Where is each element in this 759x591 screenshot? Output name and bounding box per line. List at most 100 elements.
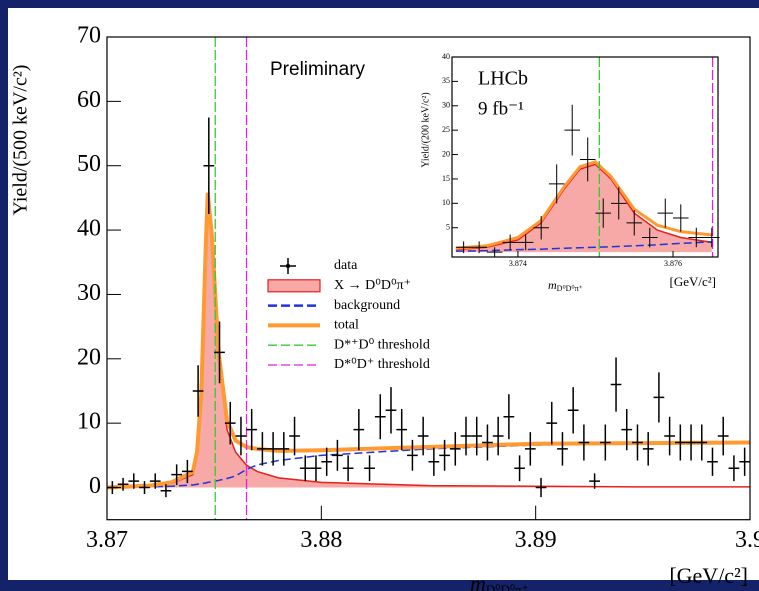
data-point (707, 447, 718, 476)
y-tick-label: 40 (77, 216, 101, 242)
data-point (321, 447, 333, 476)
data-point (278, 432, 290, 466)
data-point (503, 394, 515, 440)
x-tick-label: 3.88 (300, 527, 342, 553)
legend-symbol (267, 279, 321, 293)
fit-curve (107, 442, 750, 489)
data-point (673, 204, 689, 232)
inset-annotation: 9 fb⁻¹ (478, 98, 524, 119)
data-point (257, 432, 268, 466)
data-point (385, 387, 397, 434)
data-point (149, 473, 161, 489)
x-tick-label: 3.874 (509, 259, 527, 268)
data-point (299, 455, 311, 482)
y-axis-label: Yield/(500 keV/c²) (10, 65, 32, 216)
data-point (428, 447, 440, 476)
inset-x-axis-label: mD⁰D⁰π⁺ (548, 278, 583, 293)
y-tick-label: 30 (442, 101, 450, 110)
data-point (374, 394, 386, 440)
data-point (546, 401, 558, 445)
data-point (739, 447, 750, 476)
x-label-subscript: D⁰D⁰π⁺ (486, 582, 529, 591)
data-point (621, 409, 633, 451)
data-point (492, 416, 504, 456)
data-point (455, 241, 472, 254)
x-tick-label: 3.876 (664, 259, 682, 268)
data-point (396, 409, 408, 451)
legend-label: background (334, 298, 400, 313)
data-point (632, 424, 643, 461)
data-point (704, 227, 720, 248)
data-point (578, 424, 590, 461)
data-point (517, 234, 534, 251)
data-point (310, 455, 322, 482)
y-tick-label: 50 (77, 151, 101, 177)
y-tick-label: 20 (77, 344, 101, 370)
data-point (267, 432, 279, 466)
y-tick-label: 60 (77, 87, 101, 113)
fit-curve (455, 241, 712, 252)
x-tick-label: 3.9 (735, 527, 759, 553)
legend-symbol (285, 263, 291, 269)
data-point (610, 357, 622, 412)
inset-y-axis-label: Yield/(200 keV/c²) (420, 92, 431, 167)
data-point (674, 424, 686, 461)
y-tick-label: 70 (77, 23, 101, 49)
y-tick-label: 10 (442, 198, 450, 207)
inset-x-axis-unit: [GeV/c²] (670, 274, 716, 289)
data-point (182, 459, 193, 484)
y-tick-label: 35 (442, 76, 450, 85)
x-label-subscript: D⁰D⁰π⁺ (557, 284, 583, 293)
plot-frame (106, 36, 751, 521)
data-point (160, 484, 172, 498)
data-point (610, 187, 627, 220)
y-tick-label: 30 (77, 280, 101, 306)
data-point (203, 117, 215, 214)
legend-label: D*⁺D⁰ threshold (334, 337, 430, 352)
data-point (235, 416, 247, 456)
data-point (417, 416, 429, 456)
x-axis-unit: [GeV/c²] (669, 563, 748, 588)
data-point (589, 473, 600, 489)
x-tick-label: 3.87 (86, 527, 128, 553)
data-point (626, 210, 642, 236)
data-point (514, 455, 525, 482)
data-point (642, 432, 654, 466)
legend-label: X → D⁰D⁰π⁺ (334, 278, 411, 293)
data-point (657, 198, 674, 228)
signal-area (455, 164, 712, 253)
y-tick-label: 5 (446, 223, 450, 232)
data-point (364, 455, 375, 482)
legend-label: D*⁰D⁺ threshold (334, 357, 430, 372)
data-point (471, 241, 487, 254)
data-point (642, 227, 658, 248)
data-point (653, 372, 665, 423)
data-point (460, 416, 472, 456)
data-point (246, 409, 258, 451)
data-point (717, 416, 729, 456)
data-point (482, 424, 493, 461)
x-tick-label: 3.89 (515, 527, 557, 553)
y-tick-label: 15 (442, 174, 450, 183)
data-point (567, 387, 579, 434)
data-point (535, 477, 547, 498)
data-point (407, 439, 418, 471)
data-point (139, 481, 150, 494)
data-point (342, 455, 354, 482)
data-point (524, 432, 536, 466)
data-point (664, 416, 675, 456)
data-point (728, 455, 740, 482)
data-point (564, 104, 580, 156)
data-point (502, 234, 518, 251)
y-tick-label: 40 (442, 52, 450, 61)
data-point (192, 365, 204, 417)
inset-annotation: LHCb (478, 68, 528, 90)
data-point (688, 227, 705, 248)
data-point (128, 473, 140, 489)
data-point (471, 416, 483, 456)
x-label-symbol: m (470, 571, 486, 591)
data-point (353, 409, 365, 451)
y-tick-label: 10 (77, 409, 101, 435)
data-point (685, 424, 697, 461)
